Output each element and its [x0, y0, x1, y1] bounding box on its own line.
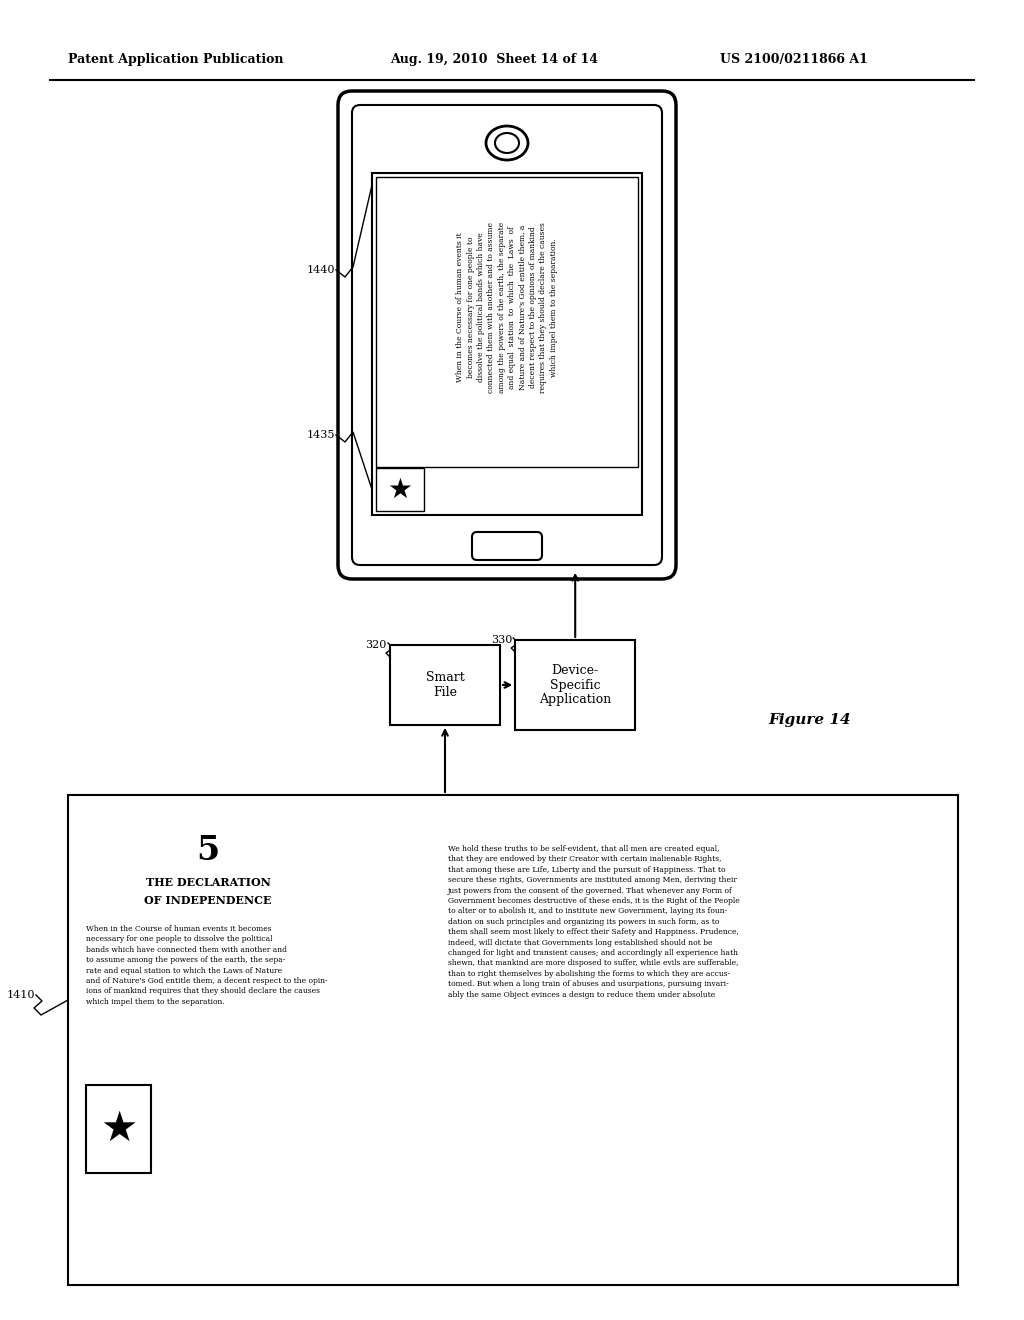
Text: When in the Course of human events it becomes
necessary for one people to dissol: When in the Course of human events it be… [86, 925, 328, 1006]
Bar [86, 1085, 151, 1173]
Bar [68, 795, 958, 1284]
Text: 5: 5 [197, 833, 219, 866]
Text: Smart
File: Smart File [426, 671, 464, 700]
FancyBboxPatch shape [338, 91, 676, 579]
Text: When in the Course of human events it
becomes necessary for one people to
dissol: When in the Course of human events it be… [457, 222, 558, 393]
Text: We hold these truths to be self-evident, that all men are created equal,
that th: We hold these truths to be self-evident,… [449, 845, 739, 999]
Text: Figure 14: Figure 14 [769, 713, 851, 727]
Bar [390, 645, 500, 725]
Text: Device-
Specific
Application: Device- Specific Application [539, 664, 611, 706]
Text: THE DECLARATION: THE DECLARATION [145, 878, 270, 888]
Text: OF INDEPENDENCE: OF INDEPENDENCE [144, 895, 271, 907]
Text: 330: 330 [490, 635, 512, 645]
FancyBboxPatch shape [472, 532, 542, 560]
Text: Patent Application Publication: Patent Application Publication [68, 54, 284, 66]
Text: US 2100/0211866 A1: US 2100/0211866 A1 [720, 54, 868, 66]
Text: ★: ★ [387, 475, 413, 503]
Text: 320: 320 [366, 640, 387, 649]
Ellipse shape [486, 125, 528, 160]
Bar [376, 469, 424, 511]
Bar [515, 640, 635, 730]
Bar [376, 177, 638, 467]
Bar [372, 173, 642, 515]
Text: Aug. 19, 2010  Sheet 14 of 14: Aug. 19, 2010 Sheet 14 of 14 [390, 54, 598, 66]
Text: 1435: 1435 [306, 430, 335, 440]
Text: 1410: 1410 [6, 990, 35, 1001]
FancyBboxPatch shape [352, 106, 662, 565]
Text: 1440: 1440 [306, 265, 335, 275]
Ellipse shape [495, 133, 519, 153]
Text: ★: ★ [99, 1107, 137, 1150]
